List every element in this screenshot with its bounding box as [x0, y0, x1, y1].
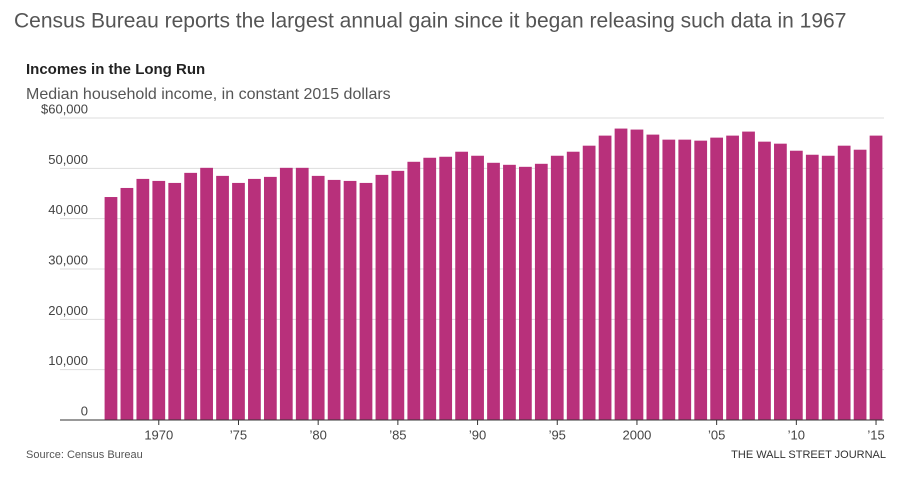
bar	[375, 174, 389, 420]
bar	[805, 154, 819, 420]
x-tick-label: ’85	[389, 427, 406, 442]
bar	[295, 167, 309, 420]
bar	[232, 182, 245, 420]
bar	[710, 137, 724, 420]
bar	[136, 178, 150, 420]
bar	[630, 129, 644, 420]
bar	[582, 145, 596, 420]
bar	[248, 178, 261, 420]
bar	[646, 134, 660, 421]
source: Source: Census Bureau	[26, 449, 143, 461]
bar	[550, 155, 564, 420]
bar	[152, 180, 166, 420]
x-tick-label: ’80	[309, 427, 326, 442]
bar	[774, 143, 787, 421]
bar	[789, 150, 803, 420]
bar	[455, 151, 468, 420]
x-tick-label: ’15	[867, 427, 884, 442]
bar	[343, 180, 357, 420]
bar	[869, 135, 883, 420]
x-tick-label: ’95	[549, 427, 566, 442]
x-tick-label: ’10	[788, 427, 805, 442]
bar	[503, 164, 516, 420]
bar	[168, 182, 182, 420]
y-tick-label: 40,000	[48, 202, 88, 217]
y-tick-label: 0	[81, 403, 88, 418]
bar	[566, 151, 580, 420]
y-tick-label: 20,000	[48, 303, 88, 318]
chart-subtitle: Median household income, in constant 201…	[26, 86, 391, 103]
bar	[821, 155, 835, 420]
bar	[614, 128, 628, 420]
bar	[726, 135, 739, 420]
bar	[391, 170, 405, 420]
bar	[216, 175, 229, 420]
bar	[837, 145, 851, 420]
x-tick-label: ’90	[469, 427, 486, 442]
bar	[598, 135, 612, 420]
bar	[439, 156, 453, 421]
bar	[678, 139, 692, 421]
y-tick-label: $60,000	[41, 101, 88, 116]
headline: Census Bureau reports the largest annual…	[14, 10, 846, 33]
bar	[263, 176, 277, 420]
x-tick-label: 1970	[144, 427, 173, 442]
bar	[519, 166, 532, 420]
bar	[534, 163, 548, 420]
bar	[423, 157, 437, 420]
x-tick-label: 2000	[622, 427, 651, 442]
bar	[471, 155, 484, 420]
bar	[487, 162, 500, 420]
bar	[359, 182, 373, 420]
y-tick-label: 10,000	[48, 353, 88, 368]
bar	[742, 131, 755, 420]
y-tick-label: 30,000	[48, 252, 88, 267]
bar	[311, 175, 325, 420]
bar	[279, 167, 293, 420]
bar	[327, 179, 341, 420]
credit: THE WALL STREET JOURNAL	[731, 449, 886, 461]
y-tick-label: 50,000	[48, 152, 88, 167]
bar	[200, 167, 213, 420]
bar	[120, 187, 134, 420]
bar	[104, 197, 118, 420]
bar	[184, 172, 198, 420]
bar	[407, 161, 421, 421]
x-tick-label: ’05	[708, 427, 725, 442]
x-tick-label: ’75	[230, 427, 247, 442]
bar	[694, 140, 708, 420]
chart-title: Incomes in the Long Run	[26, 61, 205, 78]
bar	[853, 149, 867, 420]
bar	[758, 141, 771, 420]
bar	[662, 139, 676, 421]
